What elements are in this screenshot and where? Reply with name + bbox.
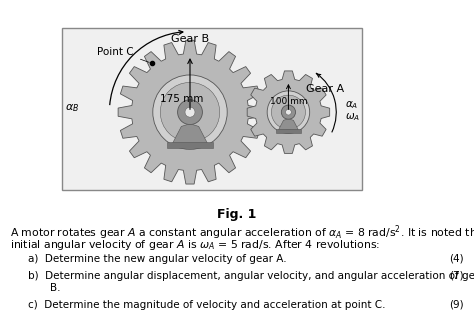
Text: Gear A: Gear A xyxy=(306,84,345,94)
Polygon shape xyxy=(279,119,298,130)
Text: c)  Determine the magnitude of velocity and acceleration at point C.: c) Determine the magnitude of velocity a… xyxy=(28,300,385,310)
Text: 175 mm: 175 mm xyxy=(160,94,204,104)
Bar xyxy=(275,129,301,133)
Text: $\omega_A$: $\omega_A$ xyxy=(345,111,360,123)
Polygon shape xyxy=(247,71,330,154)
Circle shape xyxy=(282,105,295,119)
Text: b)  Determine angular displacement, angular velocity, and angular acceleration o: b) Determine angular displacement, angul… xyxy=(28,271,474,281)
Text: 100 mm: 100 mm xyxy=(270,97,307,106)
Circle shape xyxy=(178,100,202,125)
Bar xyxy=(62,28,362,190)
Text: Point C: Point C xyxy=(97,47,134,57)
Circle shape xyxy=(286,109,291,115)
Bar xyxy=(167,142,212,148)
Text: A motor rotates gear $\mathit{A}$ a constant angular acceleration of $\alpha_A$ : A motor rotates gear $\mathit{A}$ a cons… xyxy=(10,224,474,242)
Text: B.: B. xyxy=(50,283,61,293)
Text: $\alpha_B$: $\alpha_B$ xyxy=(65,102,79,114)
Circle shape xyxy=(272,95,305,129)
Text: Fig. 1: Fig. 1 xyxy=(217,208,257,221)
Text: (9): (9) xyxy=(449,300,464,310)
Text: initial angular velocity of gear $\mathit{A}$ is $\omega_A$ = 5 rad/s. After 4 r: initial angular velocity of gear $\mathi… xyxy=(10,238,380,252)
Polygon shape xyxy=(173,125,207,143)
Polygon shape xyxy=(118,40,262,184)
Circle shape xyxy=(267,91,310,133)
Text: $\alpha_A$: $\alpha_A$ xyxy=(345,99,358,111)
Circle shape xyxy=(185,107,195,117)
Text: (7): (7) xyxy=(449,271,464,281)
Text: Gear B: Gear B xyxy=(171,34,209,44)
Circle shape xyxy=(160,82,220,142)
Circle shape xyxy=(153,75,227,150)
Text: (4): (4) xyxy=(449,254,464,264)
Text: a)  Determine the new angular velocity of gear A.: a) Determine the new angular velocity of… xyxy=(28,254,287,264)
